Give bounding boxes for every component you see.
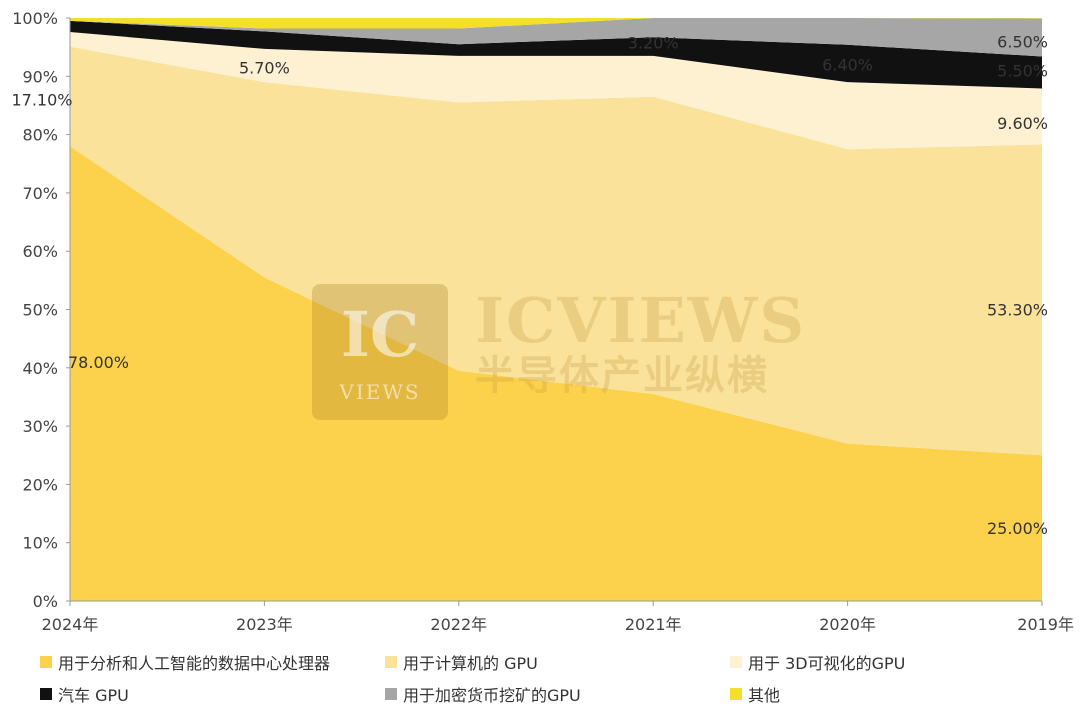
legend-item: 汽车 GPU [40,682,129,706]
y-tick-label: 50% [22,301,58,320]
legend-swatch [40,688,52,700]
axes-group: 0% 10% 20% 30% 40% 50% 60% 70% 80% 90% 100% 2024年 20… [12,9,1074,634]
legend-swatch [385,656,397,668]
data-label: 3.20% [628,33,679,52]
watermark-logo-ic: IC [340,298,420,371]
legend-label: 其他 [748,686,781,705]
area-series-5 [70,18,1042,29]
legend-label: 汽车 GPU [58,686,129,705]
data-label: 17.10% [11,91,72,110]
data-label: 25.00% [987,519,1048,538]
x-tick-label: 2024年 [42,615,99,634]
y-tick-label: 60% [22,242,58,261]
area-series-1 [70,46,1042,456]
legend-label: 用于分析和人工智能的数据中心处理器 [58,654,331,673]
watermark-brand-en: ICVIEWS [475,284,807,357]
legend-swatch [40,656,52,668]
area-series-2 [70,32,1042,150]
legend-item: 用于 3D可视化的GPU [730,650,905,674]
stacked-area-chart: 0% 10% 20% 30% 40% 50% 60% 70% 80% 90% 100% 2024年 20… [11,9,1074,634]
y-tick-label: 90% [22,67,58,86]
data-labels-group: 78.00% 17.10% 5.70% 3.20% 6.40% 6.50% 5.50% 9.6… [11,32,1048,538]
y-tick-label: 80% [22,126,58,145]
data-label: 5.70% [239,59,290,78]
data-label: 6.40% [822,56,873,75]
area-series-4 [70,18,1042,57]
data-label: 5.50% [997,61,1048,80]
area-series-group [70,18,1042,602]
x-tick-label: 2021年 [625,615,682,634]
legend-label: 用于加密货币挖矿的GPU [403,686,581,705]
y-tick-label: 100% [12,9,58,28]
x-tick-label: 2019年 [1017,615,1074,634]
data-label: 78.00% [68,353,129,372]
legend-item: 其他 [730,682,780,706]
y-tick-label: 40% [22,359,58,378]
y-tick-label: 20% [22,475,58,494]
legend-swatch [730,656,742,668]
area-series-0 [70,146,1042,602]
x-tick-label: 2022年 [430,615,487,634]
watermark-logo-views: VIEWS [339,380,421,404]
data-label: 53.30% [987,301,1048,320]
legend-swatch [385,688,397,700]
legend-label: 用于计算机的 GPU [403,654,538,673]
data-label: 6.50% [997,32,1048,51]
legend-item: 用于分析和人工智能的数据中心处理器 [40,650,330,674]
watermark-text: ICVIEWS 半导体产业纵横 [475,290,806,400]
data-label: 9.60% [997,114,1048,133]
legend-label: 用于 3D可视化的GPU [748,654,906,673]
watermark-brand-cn: 半导体产业纵横 [475,352,769,399]
legend-item: 用于计算机的 GPU [385,650,538,674]
legend-swatch [730,688,742,700]
x-tick-label: 2023年 [236,615,293,634]
x-tick-label: 2020年 [819,615,876,634]
y-tick-label: 30% [22,417,58,436]
y-tick-label: 0% [33,592,58,611]
y-tick-label: 10% [22,534,58,553]
area-series-3 [70,20,1042,89]
y-tick-label: 70% [22,184,58,203]
legend-item: 用于加密货币挖矿的GPU [385,682,581,706]
watermark-logo: IC VIEWS [312,284,448,420]
